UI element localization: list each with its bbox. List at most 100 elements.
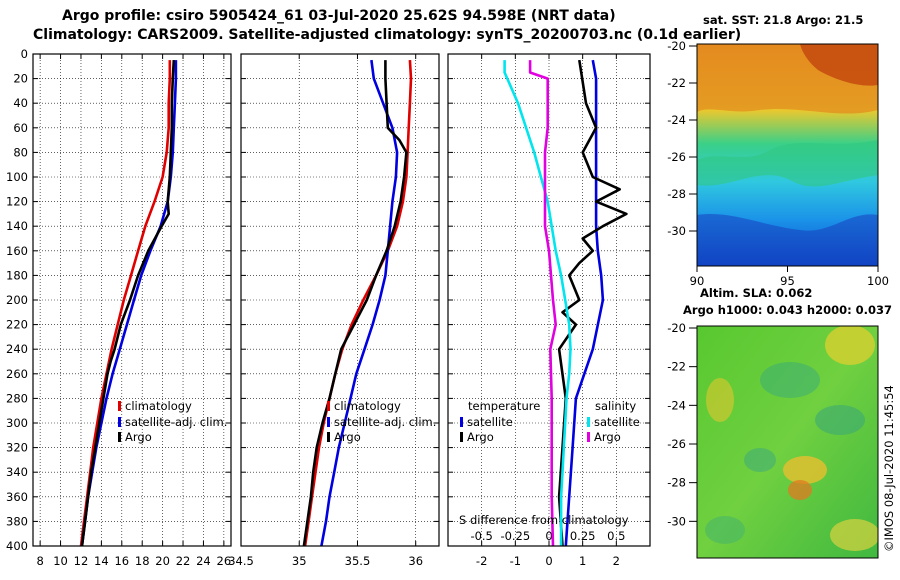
sst-map-title: sat. SST: 21.8 Argo: 21.5	[703, 13, 863, 27]
sst-map-ticks: -20 -22 -24 -26 -28 -30 90 95 100	[667, 39, 889, 288]
map-y-tick-label: -26	[667, 150, 686, 164]
salinity-diff-tick-label: 0.25	[570, 529, 596, 543]
difference-panel: -2 -1 0 1 2 -0.5 -0.25 0 0.25 0.5	[447, 53, 651, 568]
legend-title-temperature: temperature	[468, 399, 540, 413]
x-tick-label: 18	[135, 554, 150, 568]
x-tick-label: 22	[176, 554, 191, 568]
panel-frame	[32, 53, 232, 547]
depth-tick-label: 240	[6, 342, 28, 356]
sla-map-ticks: -20 -22 -24 -26 -28 -30	[667, 321, 697, 528]
legend-swatch-climatology	[327, 401, 330, 411]
legend-swatch-satellite	[118, 417, 121, 427]
map-y-tick-label: -30	[667, 514, 686, 528]
sla-feature	[744, 448, 776, 472]
series-line-salinity-satellite	[503, 60, 572, 546]
sla-feature	[788, 480, 812, 500]
temperature-legend: climatology satellite-adj. clim. Argo	[118, 399, 227, 444]
legend-label-temp-satellite: satellite	[467, 415, 513, 429]
salinity-diff-axis-label: S difference from climatology	[459, 513, 629, 527]
x-tick-label: 1	[579, 554, 586, 568]
map-x-tick-label: 90	[690, 274, 705, 288]
panel-frame	[240, 53, 440, 547]
sla-feature	[830, 519, 878, 551]
depth-tick-label: 80	[13, 145, 28, 159]
series-line-climatology	[79, 60, 172, 547]
series-line-argo	[80, 60, 176, 547]
legend-label-satellite: satellite-adj. clim.	[125, 415, 227, 429]
map-x-tick-label: 95	[780, 274, 795, 288]
x-tick-label: 35.5	[345, 554, 371, 568]
x-tick-label: 16	[114, 554, 129, 568]
x-tick-label: 14	[94, 554, 109, 568]
map-y-tick-label: -26	[667, 437, 686, 451]
depth-axis-ticks: 0 20 40 60 80 100 120 140 160 180 200 220 240 260 280 3…	[6, 47, 28, 553]
legend-swatch-temp-argo	[460, 432, 463, 442]
series-line-climatology	[303, 60, 413, 547]
salinity-legend: climatology satellite-adj. clim. Argo	[327, 399, 436, 444]
legend-swatch-argo	[327, 432, 330, 442]
depth-tick-label: 200	[6, 293, 28, 307]
sla-feature	[825, 326, 875, 365]
depth-tick-label: 380	[6, 514, 28, 528]
depth-tick-label: 360	[6, 490, 28, 504]
sla-map-title-1: Altim. SLA: 0.062	[700, 286, 812, 300]
depth-tick-label: 100	[6, 170, 28, 184]
depth-tick-label: 40	[13, 96, 28, 110]
series-line-temperature-satellite	[564, 59, 605, 547]
depth-tick-label: 180	[6, 268, 28, 282]
depth-tick-label: 280	[6, 391, 28, 405]
sla-map-title-2: Argo h1000: 0.043 h2000: 0.037	[683, 303, 892, 317]
depth-tick-label: 120	[6, 195, 28, 209]
legend-swatch-satellite	[327, 417, 330, 427]
legend-title-salinity: salinity	[595, 399, 636, 413]
legend-label-argo: Argo	[125, 430, 152, 444]
x-tick-label: 24	[196, 554, 211, 568]
sla-feature	[815, 405, 865, 435]
x-tick-label: 10	[53, 554, 68, 568]
x-tick-label: 35	[292, 554, 307, 568]
panel-frame	[447, 53, 651, 547]
map-y-tick-label: -24	[667, 113, 686, 127]
legend-swatch-argo	[118, 432, 121, 442]
depth-tick-label: 20	[13, 72, 28, 86]
legend-label-climatology: climatology	[125, 399, 192, 413]
x-tick-label: 2	[613, 554, 620, 568]
legend-swatch-sal-satellite	[587, 417, 590, 427]
map-y-tick-label: -24	[667, 398, 686, 412]
legend-swatch-temp-satellite	[460, 417, 463, 427]
map-y-tick-label: -28	[667, 476, 686, 490]
depth-tick-label: 60	[13, 121, 28, 135]
legend-label-sal-satellite: satellite	[594, 415, 640, 429]
x-tick-label: 12	[74, 554, 89, 568]
map-y-tick-label: -22	[667, 76, 686, 90]
map-y-tick-label: -28	[667, 187, 686, 201]
salinity-diff-tick-label: -0.5	[470, 529, 492, 543]
legend-label-climatology: climatology	[334, 399, 401, 413]
salinity-diff-tick-label: -0.25	[500, 529, 530, 543]
sst-transition	[697, 140, 878, 187]
x-tick-label: 36	[408, 554, 423, 568]
temperature-panel: 8 10 12 14 16 18 20 22 24 26	[32, 53, 232, 568]
sst-map: sat. SST: 21.8 Argo: 21.5 -20 -22 -24 -26 -2…	[667, 13, 889, 288]
x-tick-label: 34.5	[228, 554, 254, 568]
depth-tick-label: 320	[6, 441, 28, 455]
sst-cold-region	[697, 213, 878, 266]
map-y-tick-label: -30	[667, 224, 686, 238]
depth-tick-label: 400	[6, 539, 28, 553]
depth-tick-label: 160	[6, 244, 28, 258]
legend-label-argo: Argo	[334, 430, 361, 444]
depth-tick-label: 0	[21, 47, 28, 61]
depth-tick-label: 140	[6, 219, 28, 233]
series-line-salinity-argo	[528, 60, 558, 547]
series-line-satellite-adj-clim-	[320, 59, 399, 547]
salinity-panel: 34.5 35 35.5 36	[228, 53, 440, 568]
legend-label-temp-argo: Argo	[467, 430, 494, 444]
map-y-tick-label: -20	[667, 321, 686, 335]
map-y-tick-label: -20	[667, 39, 686, 53]
x-tick-label: 0	[545, 554, 552, 568]
sst-warm-core	[800, 44, 878, 86]
x-tick-label: -2	[476, 554, 487, 568]
sla-map-frame	[696, 325, 879, 559]
x-tick-label: 8	[36, 554, 43, 568]
